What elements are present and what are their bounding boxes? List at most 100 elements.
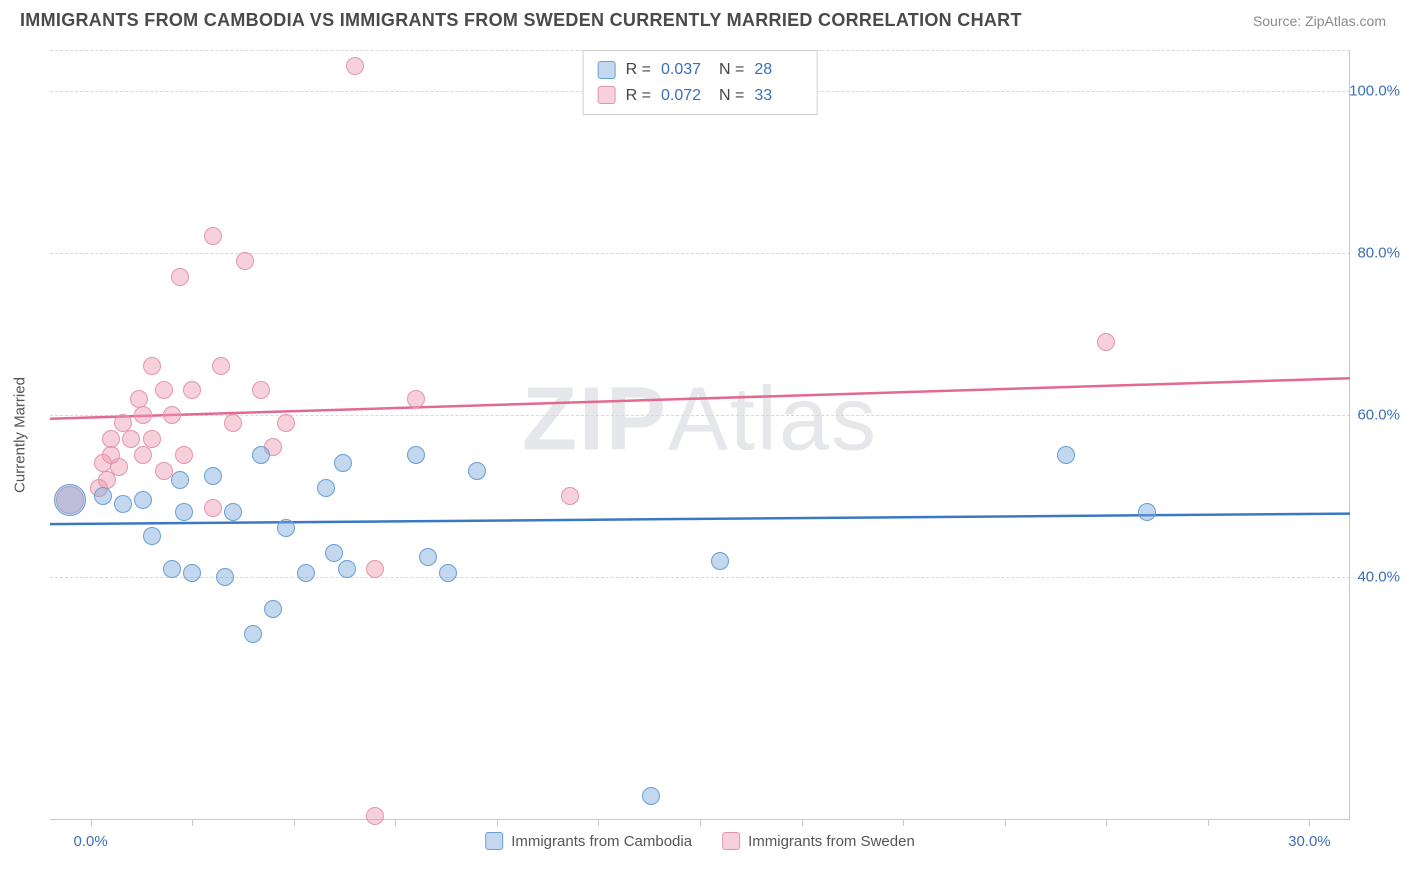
data-point-cambodia <box>297 564 315 582</box>
n-label: N = <box>719 83 744 109</box>
data-point-sweden <box>224 414 242 432</box>
data-point-sweden <box>110 458 128 476</box>
watermark: ZIPAtlas <box>522 368 878 471</box>
data-point-cambodia <box>216 568 234 586</box>
data-point-cambodia <box>204 467 222 485</box>
data-point-cambodia <box>642 787 660 805</box>
source-label: Source: ZipAtlas.com <box>1253 13 1386 29</box>
y-tick-label: 60.0% <box>1357 406 1400 423</box>
data-point-cambodia <box>317 479 335 497</box>
data-point-sweden <box>134 406 152 424</box>
data-point-cambodia <box>711 552 729 570</box>
chart-area: Currently Married ZIPAtlas 100.0%80.0%60… <box>50 50 1350 820</box>
data-point-cambodia <box>252 446 270 464</box>
data-point-sweden <box>155 381 173 399</box>
x-tick <box>192 820 193 826</box>
y-tick-label: 40.0% <box>1357 568 1400 585</box>
x-tick <box>294 820 295 826</box>
data-point-cambodia <box>183 564 201 582</box>
x-tick <box>497 820 498 826</box>
x-tick <box>395 820 396 826</box>
data-point-cambodia <box>244 625 262 643</box>
x-tick <box>802 820 803 826</box>
data-point-sweden <box>183 381 201 399</box>
data-point-sweden <box>175 446 193 464</box>
data-point-sweden <box>134 446 152 464</box>
data-point-sweden <box>143 357 161 375</box>
stats-legend: R = 0.037 N = 28 R = 0.072 N = 33 <box>583 50 818 115</box>
data-point-cambodia <box>175 503 193 521</box>
data-point-sweden <box>252 381 270 399</box>
x-tick <box>1106 820 1107 826</box>
bottom-legend: Immigrants from Cambodia Immigrants from… <box>485 832 915 850</box>
data-point-sweden <box>407 390 425 408</box>
data-point-cambodia <box>407 446 425 464</box>
y-axis-label: Currently Married <box>12 377 29 493</box>
r-value-sweden: 0.072 <box>661 83 709 109</box>
x-tick-label: 0.0% <box>74 833 108 850</box>
data-point-sweden <box>212 357 230 375</box>
swatch-sweden <box>598 86 616 104</box>
data-point-cambodia <box>325 544 343 562</box>
swatch-cambodia <box>598 61 616 79</box>
data-point-cambodia <box>94 487 112 505</box>
data-point-cambodia <box>1057 446 1075 464</box>
data-point-cambodia <box>134 491 152 509</box>
data-point-cambodia <box>224 503 242 521</box>
x-tick <box>700 820 701 826</box>
n-value-sweden: 33 <box>754 83 802 109</box>
x-tick <box>91 820 92 826</box>
data-point-sweden <box>366 560 384 578</box>
r-label: R = <box>626 83 651 109</box>
trend-line-sweden <box>50 378 1350 419</box>
data-point-cambodia <box>264 600 282 618</box>
data-point-cambodia <box>54 484 86 516</box>
data-point-sweden <box>122 430 140 448</box>
y-tick-label: 100.0% <box>1349 82 1400 99</box>
legend-item-cambodia: Immigrants from Cambodia <box>485 832 692 850</box>
data-point-cambodia <box>143 527 161 545</box>
swatch-cambodia <box>485 832 503 850</box>
data-point-sweden <box>561 487 579 505</box>
data-point-cambodia <box>171 471 189 489</box>
watermark-rest: Atlas <box>668 369 878 469</box>
data-point-sweden <box>130 390 148 408</box>
x-tick <box>1208 820 1209 826</box>
data-point-sweden <box>204 499 222 517</box>
stats-row-sweden: R = 0.072 N = 33 <box>598 83 803 109</box>
r-label: R = <box>626 57 651 83</box>
r-value-cambodia: 0.037 <box>661 57 709 83</box>
data-point-sweden <box>346 57 364 75</box>
y-axis-line <box>1349 50 1350 820</box>
y-tick-label: 80.0% <box>1357 244 1400 261</box>
data-point-cambodia <box>277 519 295 537</box>
data-point-cambodia <box>114 495 132 513</box>
data-point-sweden <box>143 430 161 448</box>
data-point-cambodia <box>334 454 352 472</box>
x-tick <box>1309 820 1310 826</box>
gridline <box>50 577 1350 578</box>
data-point-sweden <box>1097 333 1115 351</box>
data-point-sweden <box>102 430 120 448</box>
x-tick <box>598 820 599 826</box>
swatch-sweden <box>722 832 740 850</box>
n-value-cambodia: 28 <box>754 57 802 83</box>
data-point-cambodia <box>1138 503 1156 521</box>
data-point-cambodia <box>439 564 457 582</box>
gridline <box>50 415 1350 416</box>
data-point-sweden <box>236 252 254 270</box>
x-tick-label: 30.0% <box>1288 833 1331 850</box>
data-point-cambodia <box>419 548 437 566</box>
data-point-sweden <box>163 406 181 424</box>
n-label: N = <box>719 57 744 83</box>
trend-lines <box>50 50 1350 820</box>
legend-item-sweden: Immigrants from Sweden <box>722 832 915 850</box>
legend-label-sweden: Immigrants from Sweden <box>748 833 915 850</box>
data-point-cambodia <box>338 560 356 578</box>
data-point-cambodia <box>163 560 181 578</box>
data-point-sweden <box>171 268 189 286</box>
x-tick <box>1005 820 1006 826</box>
legend-label-cambodia: Immigrants from Cambodia <box>511 833 692 850</box>
data-point-sweden <box>204 227 222 245</box>
x-tick <box>903 820 904 826</box>
